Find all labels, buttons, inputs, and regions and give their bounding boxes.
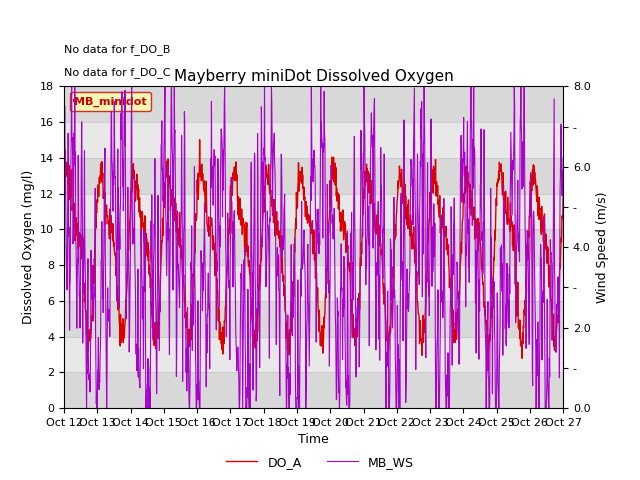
Y-axis label: Dissolved Oxygen (mg/l): Dissolved Oxygen (mg/l) (22, 170, 35, 324)
Legend: DO_A, MB_WS: DO_A, MB_WS (221, 451, 419, 474)
DO_A (159, 227, 166, 232)
DO_A (500, 190, 508, 195)
Bar (64, 265, 563, 301)
MB_WS (392, 354, 399, 360)
DO_A (559, 187, 567, 192)
MB_WS (160, 204, 168, 210)
DO_A (171, 218, 179, 224)
Bar (64, 372, 563, 408)
Bar (64, 229, 563, 265)
Y-axis label: Wind Speed (m/s): Wind Speed (m/s) (596, 192, 609, 303)
MB_WS (559, 155, 567, 160)
DO_A (456, 265, 464, 271)
Text: No data for f_DO_C: No data for f_DO_C (64, 67, 170, 78)
X-axis label: Time: Time (298, 433, 329, 446)
Legend: MB_minidot: MB_minidot (70, 92, 151, 111)
Bar (64, 158, 563, 193)
DO_A (484, 368, 492, 374)
MB_WS (457, 164, 465, 170)
Bar (64, 336, 563, 372)
Bar (64, 193, 563, 229)
MB_WS (68, 84, 76, 89)
Text: No data for f_DO_B: No data for f_DO_B (64, 45, 170, 56)
MB_WS (500, 246, 508, 252)
MB_WS (228, 199, 236, 204)
Bar (64, 86, 563, 122)
Line: DO_A: DO_A (64, 140, 563, 371)
DO_A (391, 236, 399, 242)
DO_A (227, 189, 235, 194)
Bar (64, 122, 563, 158)
DO_A (60, 200, 68, 206)
DO_A (196, 137, 204, 143)
Title: Mayberry miniDot Dissolved Oxygen: Mayberry miniDot Dissolved Oxygen (173, 69, 454, 84)
MB_WS (83, 405, 90, 411)
MB_WS (172, 213, 180, 218)
Bar (64, 301, 563, 336)
Line: MB_WS: MB_WS (64, 86, 563, 408)
MB_WS (60, 155, 68, 160)
